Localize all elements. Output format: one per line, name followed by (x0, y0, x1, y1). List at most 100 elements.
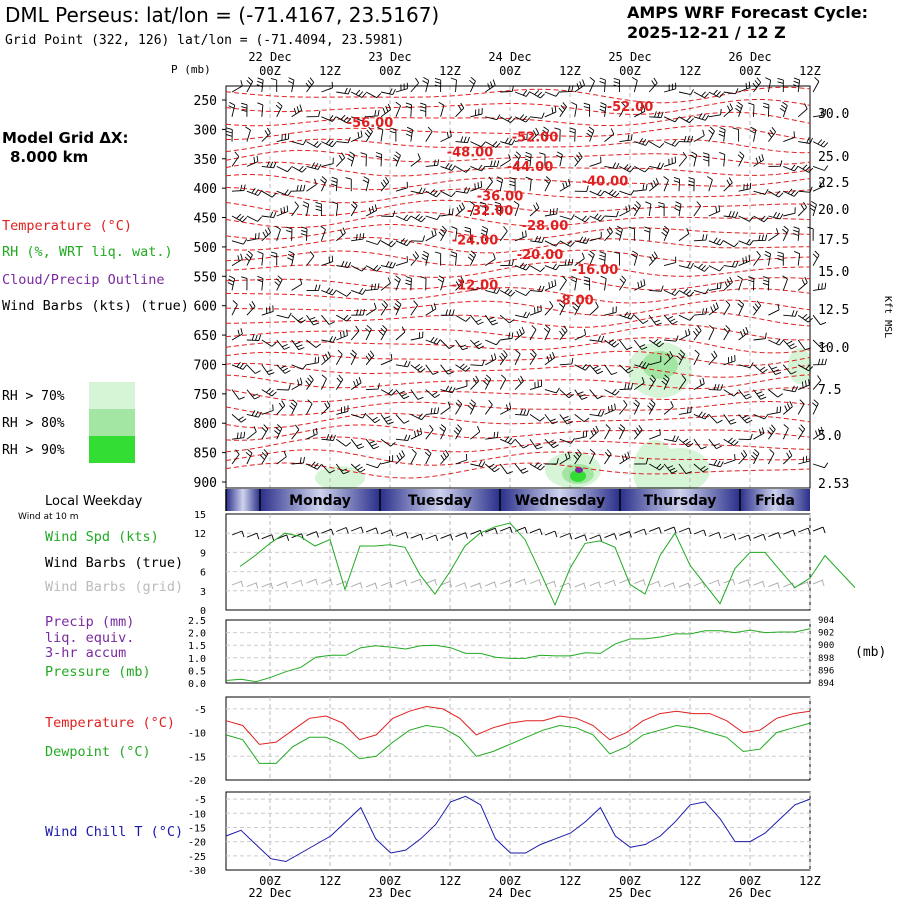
wind-barb (663, 256, 677, 267)
wind-barb (544, 352, 556, 366)
wind-barb (663, 314, 678, 325)
wind-barb (738, 362, 754, 369)
pressure-axis: 250 300 350 400 450 500 550 600 650 700 750 800 850 9… (194, 94, 226, 491)
wind-barb (395, 414, 410, 424)
wind-barb (276, 205, 289, 217)
wind-barb (663, 176, 669, 192)
wind-panel: 0 3 6 9 12 15 Wind Spd (kts) Wind Barbs (true) W… (45, 510, 856, 617)
wind-barb (589, 410, 605, 417)
wind-barb (470, 460, 486, 468)
wind-barb (737, 300, 745, 316)
wind-barb (246, 232, 260, 242)
height-tick-label: 12.5 (818, 303, 849, 318)
wind-barb (244, 250, 253, 266)
surface-wind-barb (693, 529, 707, 537)
wind-barb (494, 201, 502, 217)
wind-barb (648, 338, 664, 348)
wind-barb (589, 156, 602, 167)
wind-barb (380, 176, 390, 192)
temperature-contour-line (225, 199, 811, 217)
wind-barb (634, 457, 649, 465)
wind-barb (779, 101, 788, 117)
wind-barb (569, 127, 576, 142)
weekday-cell (226, 489, 260, 511)
wind-barb (753, 234, 768, 242)
wind-barb (275, 101, 283, 118)
wind-barb (600, 275, 607, 291)
wind-barb (276, 189, 292, 197)
wind-barb (336, 87, 352, 95)
wind-barb (306, 110, 321, 118)
wind-barb (350, 438, 365, 450)
weekday-cell (620, 489, 740, 511)
wind-barb (306, 356, 320, 366)
grid-wind-barb (559, 582, 572, 589)
wind-barb (440, 339, 455, 349)
wind-barb (485, 141, 501, 148)
wind-barb (336, 314, 352, 322)
wind-barb (631, 250, 638, 266)
wind-barb (364, 126, 373, 142)
wind-barb (321, 139, 337, 148)
wind-barb (231, 238, 247, 245)
wind-tick-label: 9 (200, 548, 206, 559)
wind-barb (345, 177, 352, 192)
wind-barb (693, 307, 708, 316)
wind-barb (718, 127, 726, 142)
wind-barb (499, 288, 516, 297)
wind-barb (231, 184, 246, 192)
wind-barb (604, 128, 615, 142)
wind-barb (524, 151, 532, 167)
wind-barb (663, 156, 676, 167)
wind-barb (663, 463, 678, 474)
grid-wind-barb (738, 579, 751, 586)
precip-legend-line: 3-hr accum (45, 645, 126, 661)
height-tick-label: 25.0 (818, 150, 849, 165)
wind-barb (226, 127, 233, 142)
temperature-contour-line (225, 173, 811, 191)
wind-barb (410, 77, 420, 93)
wind-barb (529, 202, 540, 217)
wind-barb (291, 314, 306, 324)
wind-barb (455, 453, 468, 465)
wind-barb (604, 210, 619, 218)
wind-barb (812, 314, 827, 326)
wind-barb (380, 354, 393, 366)
wind-barb (783, 385, 799, 393)
wind-barb (425, 407, 440, 415)
pressure-tick-label: 400 (194, 182, 217, 197)
wind-barb (395, 82, 408, 93)
wind-barb (375, 152, 383, 167)
wind-barb (261, 339, 277, 347)
wind-barb (797, 164, 814, 173)
wind-barb (632, 201, 641, 217)
wind-barb (559, 414, 573, 425)
wind-barb (529, 265, 545, 272)
pressure-tick-label: 898 (818, 654, 834, 664)
wind-barb (302, 201, 310, 217)
wind-barb (544, 458, 559, 465)
wind-barb (762, 276, 770, 291)
wind-barb (380, 438, 396, 447)
grid-wind-barb (261, 582, 274, 590)
cross-section-background (226, 86, 810, 488)
wind-barb (484, 399, 493, 415)
wind-barb (633, 424, 643, 440)
wind-barb (440, 130, 452, 143)
wind-barb (723, 276, 733, 291)
wind-barb (366, 109, 380, 118)
wind-barb (485, 160, 500, 167)
surface-wind-barb (663, 526, 677, 534)
wind-barb (693, 263, 709, 272)
wind-barb (321, 314, 335, 325)
legend-item-3: Wind Barbs (kts) (true) (2, 298, 189, 314)
wind-barb (246, 76, 254, 93)
weekday-cell (740, 489, 810, 511)
temperature-contour-line (225, 223, 811, 241)
wind-barb (752, 300, 762, 316)
grid-point-subtitle: Grid Point (322, 126) lat/lon = (-71.409… (5, 33, 404, 48)
wind-barb (425, 303, 437, 316)
wind-barb (693, 463, 709, 473)
wind-barb (306, 339, 321, 348)
